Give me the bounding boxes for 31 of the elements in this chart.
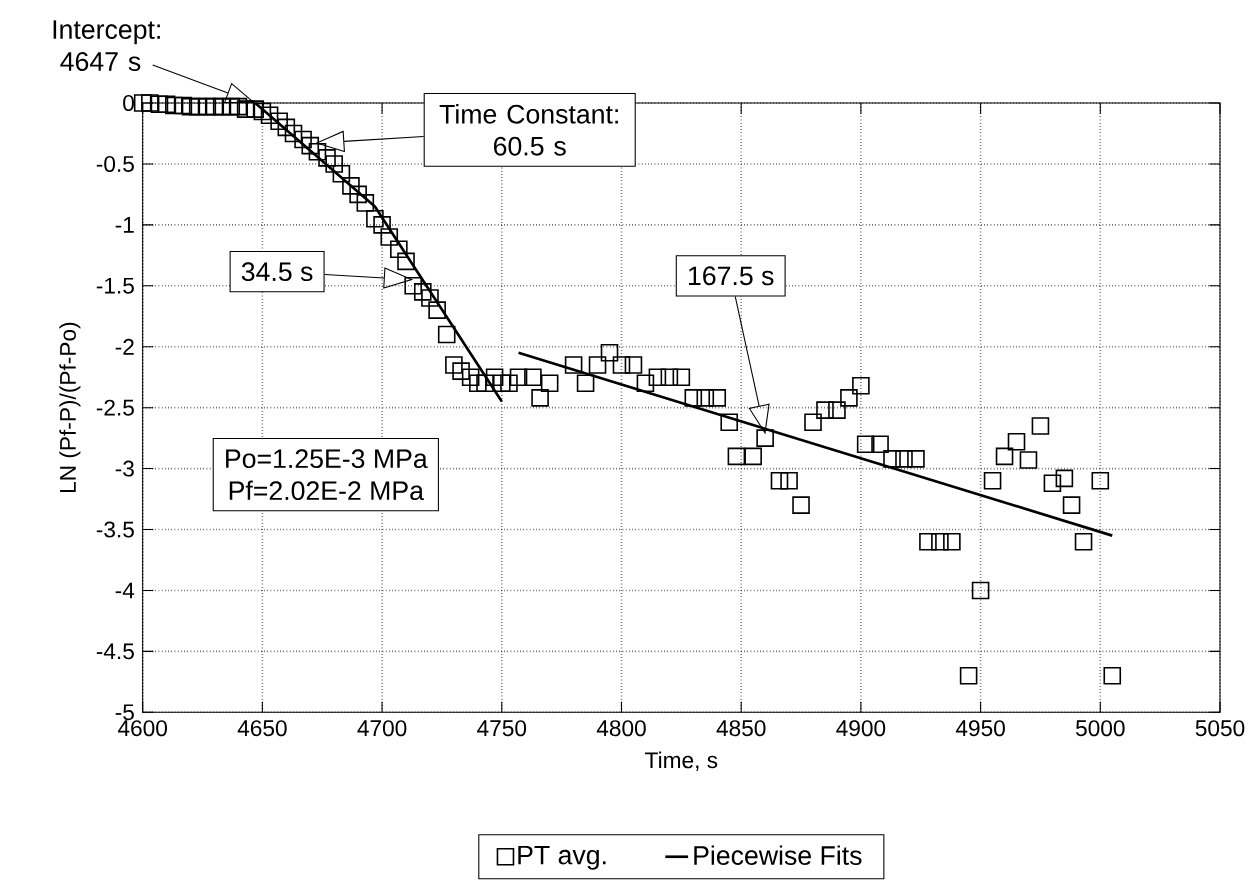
annotation: Pf=2.02E-2 MPa	[229, 480, 424, 501]
legend-label: Piecewise Fits	[694, 845, 862, 865]
legend-label: PT avg.	[518, 845, 606, 870]
text: Intercept: 4647 s	[53, 20, 160, 71]
x-tick-label: 4900	[836, 720, 886, 737]
x-tick-label: 5000	[1075, 720, 1125, 737]
y-tick-label: -2.5	[96, 399, 134, 416]
x-tick-label: 5050	[1195, 720, 1245, 737]
annotation: 167.5 s	[688, 266, 774, 286]
x-tick-label: 4850	[716, 720, 766, 737]
x-tick-label: 4800	[596, 720, 646, 737]
x-tick-label: 4750	[477, 720, 527, 737]
x-axis-title: Time, s	[645, 751, 718, 771]
y-tick-label: -4	[115, 582, 135, 599]
annotation: Po=1.25E-3 MPa	[226, 449, 428, 469]
y-tick-label: -1	[115, 217, 134, 233]
annotation: 34.5 s	[241, 262, 313, 282]
x-tick-label: 4950	[955, 720, 1005, 737]
annotation: Time Constant: 60.5 s	[439, 104, 618, 156]
y-axis-title: LN (Pf-P)/(Pf-Po)	[59, 322, 81, 493]
y-tick-label: -3.5	[96, 521, 134, 538]
x-tick-label: 4650	[237, 720, 287, 737]
y-tick-label: -4.5	[96, 643, 134, 660]
y-tick-label: -1.5	[96, 277, 134, 294]
y-tick-label: -0.5	[96, 155, 134, 172]
y-tick-label: -3	[115, 460, 134, 477]
y-tick-label: -2	[115, 338, 134, 355]
x-tick-label: 4700	[357, 720, 407, 737]
y-tick-label: 0	[123, 94, 134, 112]
y-tick-label: -5	[115, 704, 134, 721]
x-tick-label: 4600	[117, 720, 167, 737]
